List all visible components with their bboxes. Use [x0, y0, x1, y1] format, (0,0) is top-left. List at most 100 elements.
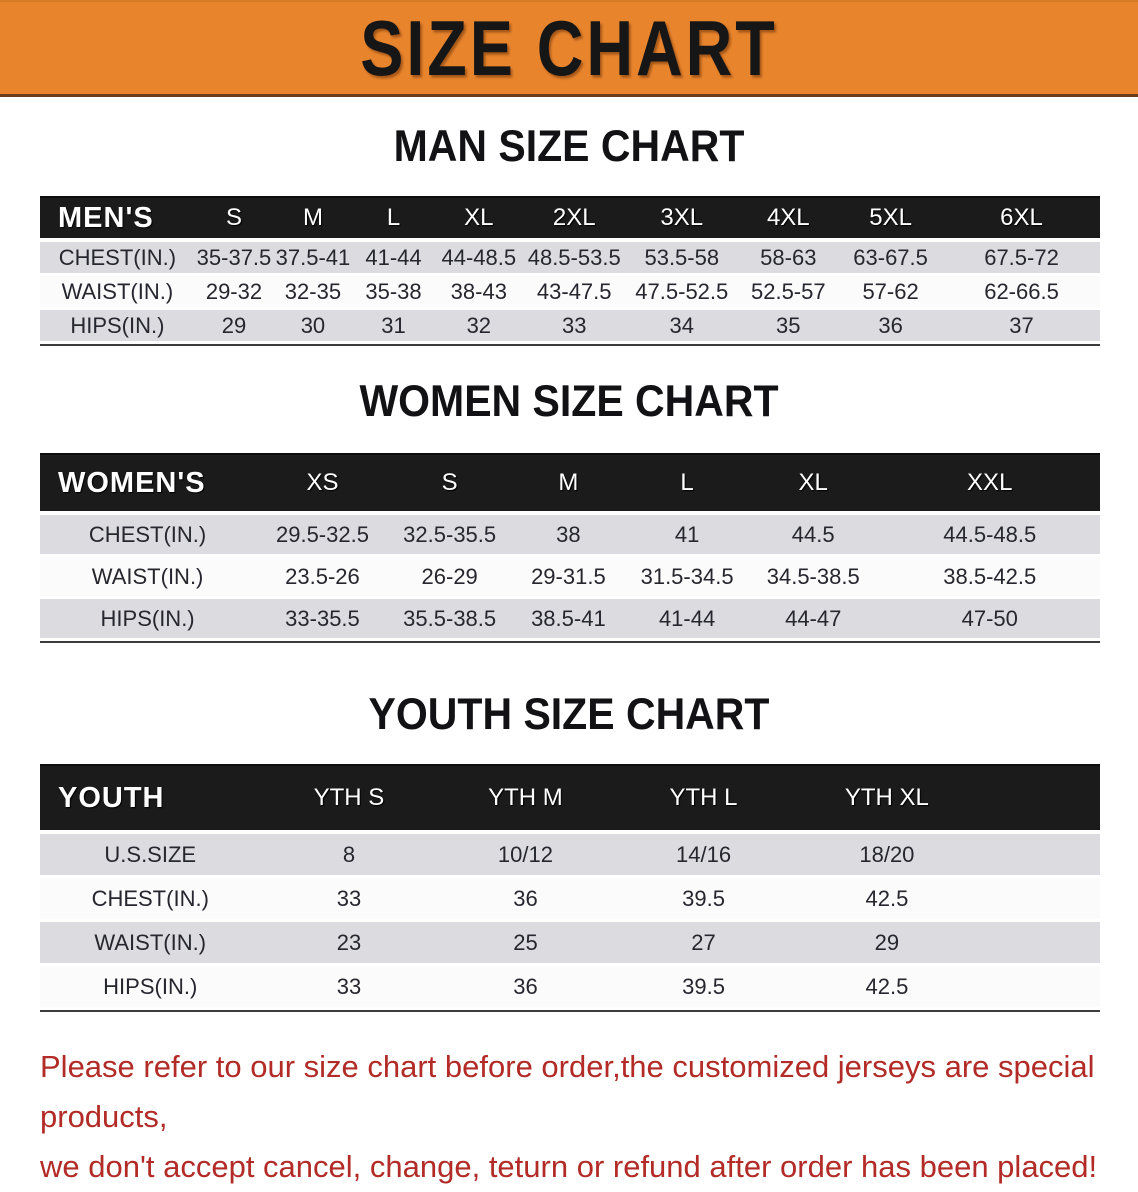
youth-size-table: YOUTH YTH S YTH M YTH L YTH XL U.S.SIZE 8 10/12… [40, 764, 1100, 1012]
size-value: 29-32 [194, 276, 274, 310]
size-value: 38.5-41 [509, 599, 628, 641]
banner-title: SIZE CHART [360, 4, 778, 92]
size-value: 29 [194, 310, 274, 344]
size-value: 32.5-35.5 [389, 515, 510, 557]
size-value: 62-66.5 [943, 276, 1100, 310]
size-column-header: 6XL [943, 196, 1100, 242]
size-value: 27 [613, 922, 794, 966]
size-value: 29 [793, 922, 981, 966]
measurement-row: WAIST(IN.) 23.5-26 26-29 29-31.5 31.5-34.5 34… [40, 557, 1100, 599]
row-filler-cell [980, 922, 1100, 966]
size-value: 30 [273, 310, 353, 344]
size-value: 35.5-38.5 [389, 599, 510, 641]
size-value: 36 [437, 878, 614, 922]
measurement-label: CHEST(IN.) [40, 242, 195, 276]
size-value: 42.5 [793, 878, 981, 922]
size-value: 33 [260, 878, 438, 922]
size-value: 37.5-41 [273, 242, 353, 276]
size-value: 39.5 [613, 966, 794, 1010]
measurement-label: WAIST(IN.) [40, 276, 195, 310]
size-value: 31.5-34.5 [627, 557, 747, 599]
size-value: 26-29 [389, 557, 510, 599]
size-value: 67.5-72 [943, 242, 1100, 276]
order-policy-line-2: we don't accept cancel, change, teturn o… [40, 1149, 1098, 1184]
size-value: 8 [260, 834, 438, 878]
size-value: 10/12 [437, 834, 614, 878]
youth-section-heading: YOUTH SIZE CHART [368, 689, 770, 739]
size-value: 35-38 [352, 276, 435, 310]
size-value: 47.5-52.5 [625, 276, 739, 310]
row-filler-cell [980, 878, 1100, 922]
size-value: 31 [352, 310, 435, 344]
size-header-row: MEN'S S M L XL 2XL 3XL 4XL 5XL 6XL [40, 196, 1100, 242]
size-column-header: 4XL [738, 196, 839, 242]
size-column-header: XL [434, 196, 524, 242]
size-value: 33 [523, 310, 626, 344]
size-column-header: YTH M [437, 764, 614, 834]
women-section-heading: WOMEN SIZE CHART [359, 376, 779, 426]
size-value: 36 [437, 966, 614, 1010]
row-filler-cell [980, 834, 1100, 878]
size-value: 53.5-58 [625, 242, 739, 276]
measurement-row: U.S.SIZE 8 10/12 14/16 18/20 [40, 834, 1100, 878]
header-filler-cell [980, 764, 1100, 834]
measurement-row: WAIST(IN.) 29-32 32-35 35-38 38-43 43-47.5 47.… [40, 276, 1100, 310]
size-value: 43-47.5 [523, 276, 626, 310]
women-size-table: WOMEN'S XS S M L XL XXL CHEST(IN.) 29.5-32.5 32.5… [40, 453, 1100, 643]
size-value: 44-48.5 [434, 242, 524, 276]
size-value: 25 [437, 922, 614, 966]
size-value: 23 [260, 922, 438, 966]
size-value: 34.5-38.5 [746, 557, 880, 599]
size-column-header: M [509, 453, 628, 515]
measurement-label: CHEST(IN.) [40, 515, 256, 557]
size-value: 41-44 [352, 242, 435, 276]
size-column-header: S [389, 453, 510, 515]
size-column-header: 3XL [625, 196, 739, 242]
table-group-label: MEN'S [40, 196, 195, 242]
size-column-header: XXL [879, 453, 1100, 515]
measurement-label: HIPS(IN.) [40, 966, 261, 1010]
size-header-row: WOMEN'S XS S M L XL XXL [40, 453, 1100, 515]
size-column-header: M [273, 196, 353, 242]
size-value: 44.5-48.5 [879, 515, 1100, 557]
size-value: 36 [838, 310, 944, 344]
size-column-header: XS [255, 453, 390, 515]
size-value: 63-67.5 [838, 242, 944, 276]
size-column-header: YTH XL [793, 764, 981, 834]
size-value: 33 [260, 966, 438, 1010]
measurement-label: CHEST(IN.) [40, 878, 261, 922]
size-value: 29-31.5 [509, 557, 628, 599]
table-group-label: YOUTH [40, 764, 261, 834]
measurement-label: HIPS(IN.) [40, 310, 195, 344]
measurement-row: CHEST(IN.) 35-37.5 37.5-41 41-44 44-48.5 48.5… [40, 242, 1100, 276]
measurement-row: HIPS(IN.) 33-35.5 35.5-38.5 38.5-41 41-44 44-… [40, 599, 1100, 641]
size-value: 18/20 [793, 834, 981, 878]
row-filler-cell [980, 966, 1100, 1010]
measurement-label: HIPS(IN.) [40, 599, 256, 641]
order-policy-line-1: Please refer to our size chart before or… [40, 1049, 1095, 1134]
measurement-row: CHEST(IN.) 33 36 39.5 42.5 [40, 878, 1100, 922]
size-column-header: L [627, 453, 747, 515]
size-column-header: 2XL [523, 196, 626, 242]
size-value: 44-47 [746, 599, 880, 641]
measurement-label: WAIST(IN.) [40, 922, 261, 966]
men-section-heading: MAN SIZE CHART [393, 121, 745, 171]
size-column-header: S [194, 196, 274, 242]
size-value: 32-35 [273, 276, 353, 310]
size-value: 41-44 [627, 599, 747, 641]
size-value: 34 [625, 310, 739, 344]
size-value: 58-63 [738, 242, 839, 276]
measurement-label: U.S.SIZE [40, 834, 261, 878]
order-policy-note: Please refer to our size chart before or… [40, 1042, 1110, 1192]
size-value: 33-35.5 [255, 599, 390, 641]
size-value: 23.5-26 [255, 557, 390, 599]
size-column-header: XL [746, 453, 880, 515]
measurement-label: WAIST(IN.) [40, 557, 256, 599]
size-value: 32 [434, 310, 524, 344]
size-value: 47-50 [879, 599, 1100, 641]
size-value: 37 [943, 310, 1100, 344]
measurement-row: WAIST(IN.) 23 25 27 29 [40, 922, 1100, 966]
measurement-row: HIPS(IN.) 33 36 39.5 42.5 [40, 966, 1100, 1010]
size-column-header: YTH L [613, 764, 794, 834]
